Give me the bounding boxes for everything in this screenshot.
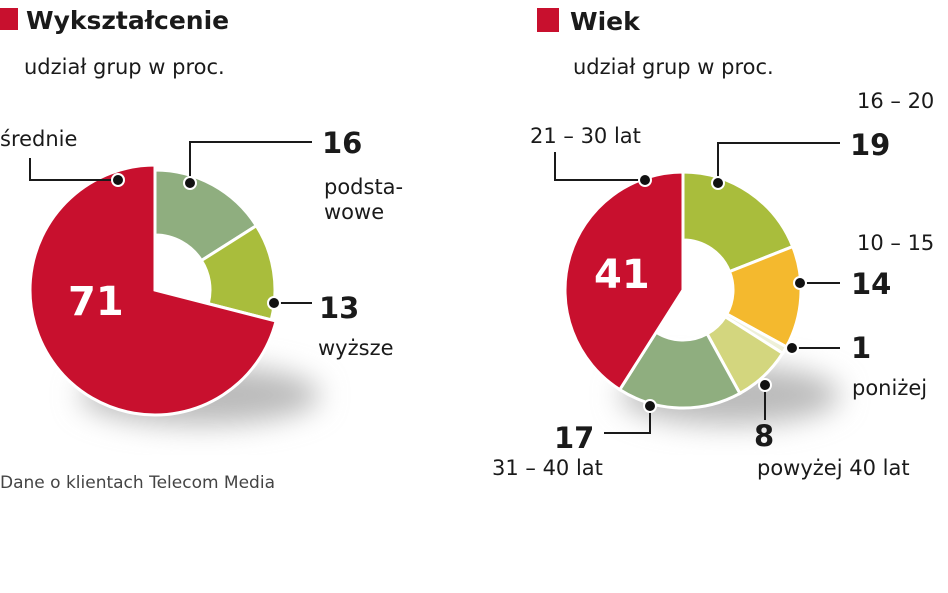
leader-dot (711, 176, 725, 190)
leader-podstawowe (189, 141, 312, 183)
leader-31-40 (604, 406, 651, 434)
label-srednie: średnie (0, 127, 77, 151)
label-10-15: 10 – 15 (857, 231, 934, 255)
value-podstawowe: 16 (322, 126, 362, 160)
chart-title-education: Wykształcenie (26, 6, 229, 35)
label-16-20: 16 – 20 (857, 89, 934, 113)
education-pie (28, 163, 278, 417)
value-srednie: 71 (68, 279, 124, 325)
slice-podstawowe (153, 168, 259, 263)
leader-dot (638, 173, 652, 187)
label-powyzej-40: powyżej 40 lat (757, 456, 910, 480)
leader-dot (183, 176, 197, 190)
value-21-30: 41 (594, 252, 650, 298)
leader-dot (758, 378, 772, 392)
chart-title-age: Wiek (570, 7, 641, 36)
leader-dot (111, 173, 125, 187)
leader-21-30 (554, 152, 645, 181)
label-podstawowe-line2: wowe (324, 200, 384, 224)
chart-subtitle-age: udział grup w proc. (573, 55, 774, 79)
value-powyzej-40: 8 (754, 419, 774, 453)
value-16-20: 19 (850, 128, 890, 162)
source-note: Dane o klientach Telecom Media (0, 473, 275, 493)
leader-dot (785, 341, 799, 355)
leader-dot (793, 276, 807, 290)
legend-square-age (537, 8, 559, 32)
value-10-15: 14 (851, 267, 891, 301)
chart-subtitle-education: udział grup w proc. (24, 55, 225, 79)
label-wyzsze: wyższe (318, 336, 394, 360)
legend-square-education (0, 8, 18, 30)
label-21-30: 21 – 30 lat (530, 124, 641, 148)
value-wyzsze: 13 (319, 291, 359, 325)
leader-dot (267, 296, 281, 310)
label-31-40: 31 – 40 lat (492, 456, 603, 480)
value-ponizej: 1 (851, 331, 871, 365)
age-donut (563, 170, 803, 410)
label-ponizej: poniżej (852, 376, 927, 400)
leader-dot (643, 399, 657, 413)
leader-16-20 (717, 142, 840, 183)
leader-srednie (29, 158, 118, 181)
label-podstawowe-line1: podsta- (324, 175, 403, 199)
value-31-40: 17 (554, 421, 594, 455)
slice-średnie (28, 163, 278, 417)
